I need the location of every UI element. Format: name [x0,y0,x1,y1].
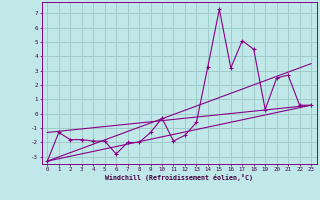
X-axis label: Windchill (Refroidissement éolien,°C): Windchill (Refroidissement éolien,°C) [105,174,253,181]
